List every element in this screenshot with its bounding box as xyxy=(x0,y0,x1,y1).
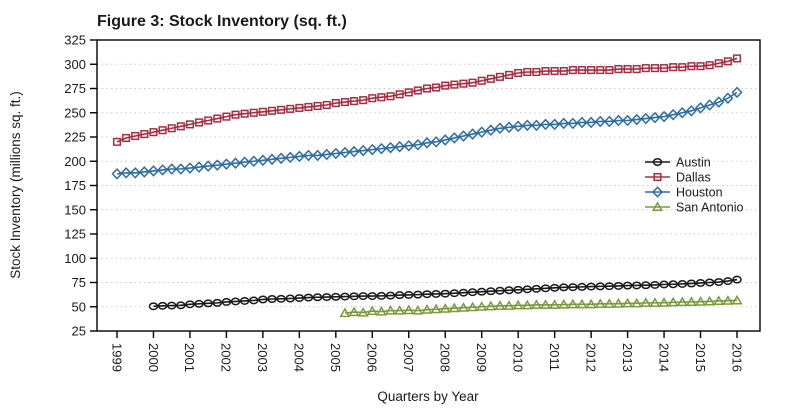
series-markers-san-antonio xyxy=(339,294,743,318)
x-tick-label-2010: 2010 xyxy=(510,343,525,372)
legend-marker-austin-icon xyxy=(652,158,663,166)
x-tick-label-2013: 2013 xyxy=(620,343,635,372)
legend-marker-san-antonio-icon xyxy=(652,201,663,212)
y-axis-title: Stock Inventory (millions sq. ft.) xyxy=(8,91,23,279)
x-tick-label-2006: 2006 xyxy=(365,343,380,372)
x-tick-label-2000: 2000 xyxy=(146,343,161,372)
y-tick-label: 250 xyxy=(64,105,86,120)
legend-item-austin: Austin xyxy=(645,155,711,169)
legend-label-san-antonio: San Antonio xyxy=(676,200,743,214)
series-markers-dallas xyxy=(112,54,742,146)
series-houston xyxy=(111,86,743,180)
y-tick-label: 300 xyxy=(64,57,86,72)
plot-frame xyxy=(96,39,761,332)
x-tick-label-2014: 2014 xyxy=(656,343,671,372)
legend-marker-dallas-icon xyxy=(653,172,662,182)
series-san-antonio xyxy=(339,294,743,318)
x-axis-title: Quarters by Year xyxy=(377,389,479,404)
x-tick-label-2007: 2007 xyxy=(401,343,416,372)
x-tick-label-1999: 1999 xyxy=(109,343,124,372)
x-tick-label-2011: 2011 xyxy=(547,343,562,371)
y-tick-label: 125 xyxy=(64,227,86,242)
legend-item-dallas: Dallas xyxy=(645,170,711,184)
y-tick-label: 175 xyxy=(64,178,86,193)
legend-label-dallas: Dallas xyxy=(676,170,711,184)
x-tick-label-2004: 2004 xyxy=(292,343,307,372)
series-line-houston xyxy=(116,91,738,175)
x-tick-label-2012: 2012 xyxy=(583,343,598,372)
x-axis: 1999 2000 2001 2002 2003 2004 2005 2006 2007 2008… xyxy=(109,331,744,372)
series-markers-austin xyxy=(148,275,742,311)
y-tick-label: 275 xyxy=(64,81,86,96)
x-tick-label-2003: 2003 xyxy=(255,343,270,372)
series-austin xyxy=(148,275,742,311)
x-tick-label-2005: 2005 xyxy=(328,343,343,372)
x-tick-label-2001: 2001 xyxy=(182,343,197,372)
series-dallas xyxy=(112,54,742,146)
x-tick-label-2015: 2015 xyxy=(693,343,708,372)
legend-item-houston: Houston xyxy=(645,185,723,199)
y-tick-label: 75 xyxy=(72,275,86,290)
y-tick-label: 200 xyxy=(64,154,86,169)
x-tick-label-2008: 2008 xyxy=(438,343,453,372)
legend-item-san-antonio: San Antonio xyxy=(645,200,743,214)
series-markers-houston xyxy=(111,86,743,180)
legend-marker-houston-icon xyxy=(651,186,664,198)
y-tick-label: 325 xyxy=(64,33,86,48)
series-line-austin xyxy=(153,278,738,308)
legend-label-austin: Austin xyxy=(676,155,711,169)
y-tick-label: 225 xyxy=(64,130,86,145)
y-axis: 25 50 75 100 125 150 175 200 225 250 275 300 325 xyxy=(64,33,97,339)
plot-area: 25 50 75 100 125 150 175 200 225 250 275 300 325 1999… xyxy=(64,33,761,372)
y-tick-label: 150 xyxy=(64,202,86,217)
y-tick-label: 25 xyxy=(72,324,86,339)
x-tick-label-2016: 2016 xyxy=(729,343,744,372)
legend-label-houston: Houston xyxy=(676,185,723,199)
y-tick-label: 100 xyxy=(64,251,86,266)
figure-title: Figure 3: Stock Inventory (sq. ft.) xyxy=(97,13,347,30)
x-tick-label-2002: 2002 xyxy=(219,343,234,372)
x-tick-label-2009: 2009 xyxy=(474,343,489,372)
y-tick-label: 50 xyxy=(72,299,86,314)
